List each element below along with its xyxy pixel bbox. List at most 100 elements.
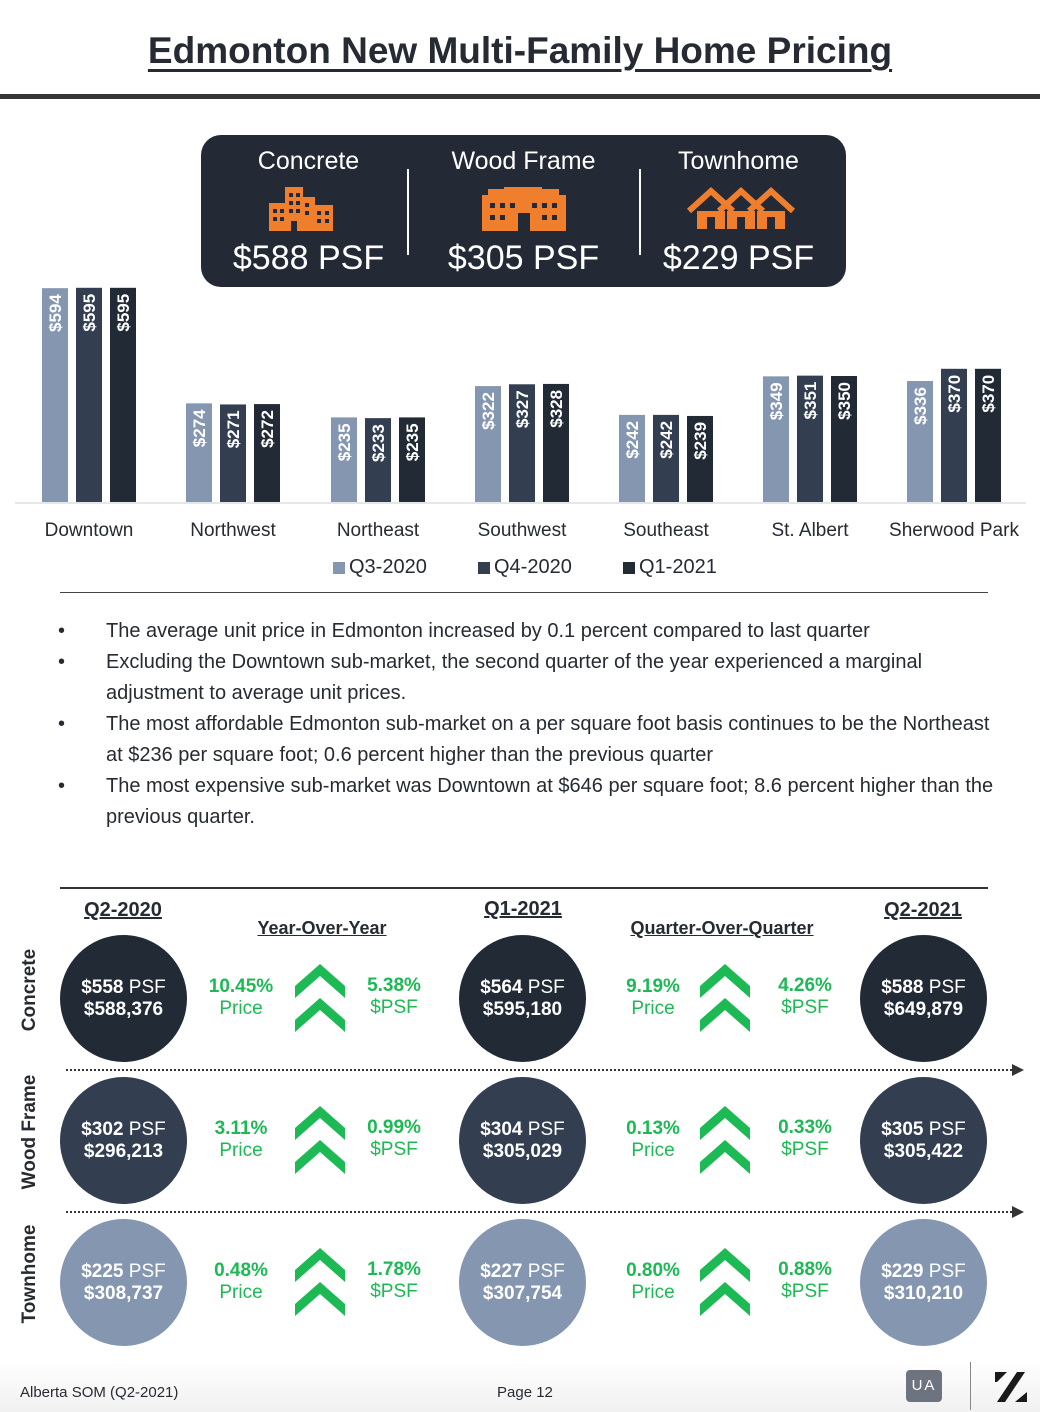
bar	[76, 287, 102, 502]
circle-q2-2020: $558 PSF $588,376	[60, 935, 187, 1062]
banner-value: $229 PSF	[662, 239, 815, 277]
price-value: $649,879	[883, 998, 964, 1020]
banner-label: Townhome	[678, 147, 799, 175]
circle-q2-2020: $302 PSF $296,213	[60, 1077, 187, 1204]
category-label: Northeast	[337, 520, 420, 541]
psf-suffix: PSF	[928, 1260, 966, 1282]
banner-label: Concrete	[257, 147, 360, 175]
title-divider	[0, 94, 1040, 99]
category-label: Sherwood Park	[889, 520, 1019, 541]
psf-value: $558	[81, 976, 124, 998]
circle-q1-2021: $227 PSF $307,754	[459, 1219, 586, 1346]
psf-summary-banner: Concrete	[201, 135, 846, 287]
bar	[619, 414, 645, 502]
circle-q2-2021: $305 PSF $305,422	[860, 1077, 987, 1204]
price-value: $305,029	[482, 1140, 563, 1162]
legend-swatch	[333, 561, 345, 574]
pct-label: Price	[631, 1140, 675, 1161]
bar-data-label: $322	[479, 392, 498, 430]
psf-suffix: PSF	[928, 1118, 966, 1140]
bar	[509, 384, 535, 502]
qoq-psf-change: 4.26% $PSF	[760, 975, 850, 1019]
bar	[543, 383, 569, 502]
bar-data-label: $370	[979, 375, 998, 413]
pct-label: $PSF	[781, 997, 829, 1018]
row-label: Wood Frame	[19, 1074, 40, 1190]
section-divider	[60, 887, 988, 889]
bar	[763, 376, 789, 502]
bar	[254, 404, 280, 502]
bar-data-label: $327	[513, 390, 532, 428]
banner-townhome: Townhome $229 PSF	[631, 135, 846, 287]
pct-value: 10.45%	[208, 976, 274, 997]
legend-label: Q4-2020	[494, 556, 572, 578]
commentary-bullets: • The average unit price in Edmonton incr…	[58, 616, 998, 833]
qoq-price-change: 9.19% Price	[608, 976, 698, 1020]
bar-data-label: $274	[190, 409, 209, 447]
company-logo-icon	[993, 1370, 1029, 1409]
page-title: Edmonton New Multi-Family Home Pricing	[147, 30, 893, 71]
bullet-marker: •	[58, 775, 66, 797]
bar	[220, 404, 246, 502]
bar-data-label: $242	[623, 421, 642, 459]
legend-item-q1-2021: Q1-2021	[623, 556, 717, 579]
pct-value: 0.33%	[778, 1117, 832, 1138]
pct-value: 3.11%	[214, 1118, 268, 1139]
bullet-item: • The average unit price in Edmonton incr…	[58, 616, 998, 647]
psf-suffix: PSF	[527, 1260, 565, 1282]
double-chevron-up-icon	[700, 1106, 750, 1181]
price-value: $305,422	[883, 1140, 964, 1162]
bar	[110, 287, 136, 502]
category-label: Southeast	[623, 520, 709, 541]
bar-data-label: $350	[835, 382, 854, 420]
section-divider	[60, 592, 988, 593]
psf-value: $305	[881, 1118, 924, 1140]
bar	[475, 386, 501, 502]
bullet-marker: •	[58, 620, 66, 642]
pct-value: 0.99%	[367, 1117, 421, 1138]
bullet-text: Excluding the Downtown sub-market, the s…	[106, 651, 923, 704]
category-label: Southwest	[478, 520, 567, 541]
bullet-marker: •	[58, 713, 66, 735]
row-divider-arrow	[66, 1211, 1012, 1213]
quarter-over-quarter-header: Quarter-Over-Quarter	[630, 918, 814, 938]
row-label: Townhome	[19, 1224, 40, 1324]
bar-data-label: $233	[369, 424, 388, 462]
psf-value: $304	[480, 1118, 523, 1140]
bar	[687, 415, 713, 502]
bar-data-label: $349	[767, 382, 786, 420]
bar-data-label: $595	[80, 294, 99, 332]
bar-data-label: $235	[403, 423, 422, 461]
circle-q2-2021: $229 PSF $310,210	[860, 1219, 987, 1346]
townhouses-icon	[631, 183, 846, 233]
bar	[831, 376, 857, 502]
bar	[653, 414, 679, 502]
bar-data-label: $595	[114, 294, 133, 332]
row-divider-arrow	[66, 1069, 1012, 1071]
column-header-q2-2021: Q2-2021	[884, 899, 962, 921]
bar-data-label: $351	[801, 382, 820, 420]
legend-swatch	[478, 561, 490, 574]
footer-page-number: Page 12	[497, 1384, 553, 1401]
bar-data-label: $242	[657, 421, 676, 459]
footer-separator	[970, 1362, 971, 1410]
bar-data-label: $336	[911, 387, 930, 425]
pct-label: $PSF	[370, 1139, 418, 1160]
pct-label: $PSF	[781, 1281, 829, 1302]
bullet-item: • Excluding the Downtown sub-market, the …	[58, 647, 998, 709]
psf-value: $227	[480, 1260, 523, 1282]
bar	[331, 417, 357, 502]
double-chevron-up-icon	[700, 964, 750, 1039]
yoy-psf-change: 0.99% $PSF	[349, 1117, 439, 1161]
psf-suffix: PSF	[128, 1260, 166, 1282]
psf-value: $225	[81, 1260, 124, 1282]
psf-suffix: PSF	[527, 976, 565, 998]
arrow-right-icon	[1012, 1064, 1024, 1076]
banner-value: $305 PSF	[447, 239, 600, 277]
psf-suffix: PSF	[128, 976, 166, 998]
double-chevron-up-icon	[295, 1106, 345, 1181]
price-value: $307,754	[482, 1282, 563, 1304]
legend-label: Q1-2021	[639, 556, 717, 578]
row-label: Concrete	[19, 948, 40, 1032]
psf-suffix: PSF	[527, 1118, 565, 1140]
